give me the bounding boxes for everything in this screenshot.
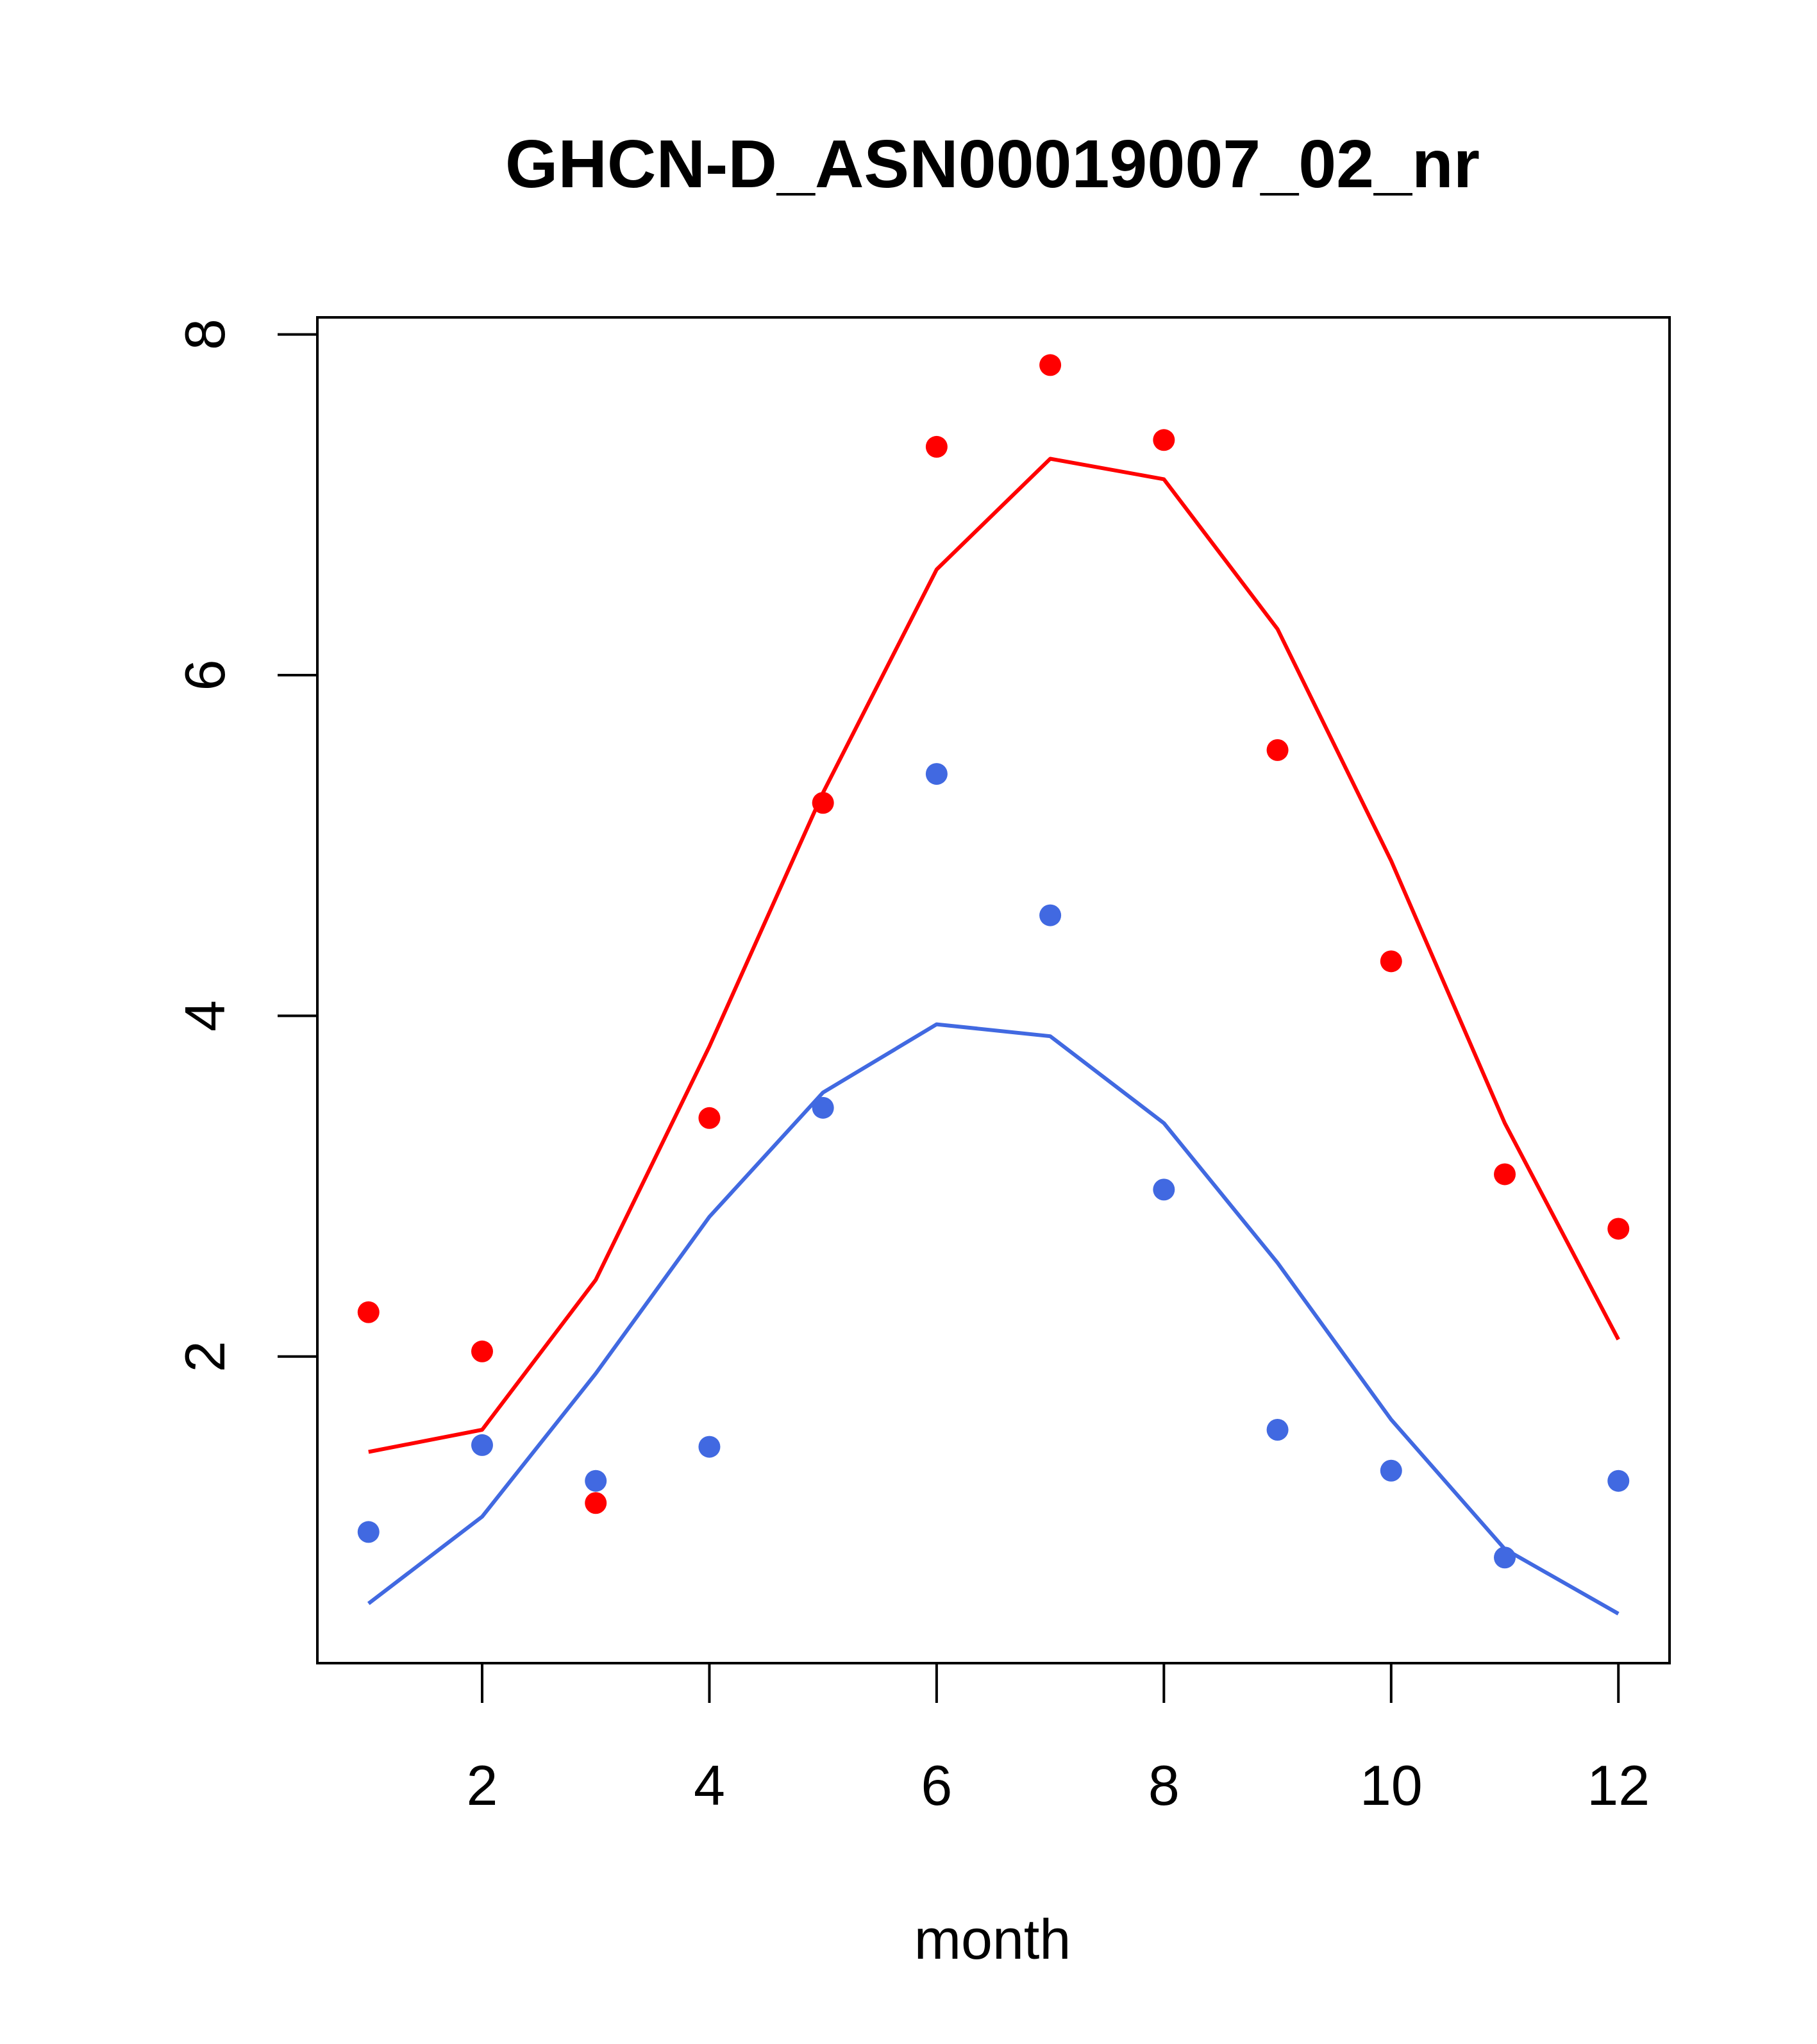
series-1-line	[368, 457, 1620, 1454]
series-2-point	[1266, 1418, 1289, 1441]
y-tick-label: 4	[173, 1000, 237, 1032]
series-2-point	[812, 1096, 834, 1119]
x-tick-label: 8	[1148, 1754, 1180, 1817]
series-1-point	[471, 1340, 493, 1362]
series-2-point	[925, 763, 948, 785]
series-2-line	[367, 1022, 1620, 1616]
x-tick-label: 4	[694, 1754, 725, 1817]
series-2-point	[698, 1436, 721, 1458]
series-2	[357, 763, 1630, 1616]
x-tick-label: 6	[921, 1754, 952, 1817]
x-axis-title: month	[914, 1907, 1071, 1971]
series-1-point	[1153, 429, 1175, 451]
series-1-point	[1039, 354, 1062, 376]
x-tick-label: 2	[467, 1754, 498, 1817]
series-1-point	[585, 1492, 607, 1514]
series-1-point	[925, 435, 948, 458]
series-1-point	[1607, 1218, 1630, 1240]
plot-frame	[316, 316, 1671, 1664]
series-2-point	[585, 1470, 607, 1492]
chart-title: GHCN-D_ASN00019007_02_nr	[505, 126, 1480, 202]
x-tick-label: 10	[1360, 1754, 1423, 1817]
series-2-point	[471, 1434, 493, 1456]
y-tick-label: 2	[173, 1341, 237, 1372]
series-2-point	[357, 1521, 380, 1543]
y-tick-label: 6	[173, 659, 237, 691]
series-layer	[357, 354, 1630, 1616]
series-1-point	[812, 792, 834, 814]
series-2-point	[1153, 1178, 1175, 1201]
series-1-point	[1380, 950, 1402, 973]
series-2-point	[1039, 904, 1062, 926]
x-axis: 2 4 6 8 10 12	[467, 1662, 1650, 1817]
series-1-point	[357, 1301, 380, 1323]
series-1-point	[1266, 739, 1289, 761]
series-2-point	[1607, 1470, 1630, 1492]
series-2-point	[1494, 1546, 1516, 1569]
series-1-point	[698, 1107, 721, 1129]
y-tick-label: 8	[173, 319, 237, 350]
series-2-point	[1380, 1459, 1402, 1482]
x-tick-label: 12	[1587, 1754, 1650, 1817]
y-axis: 2 4 6 8	[173, 319, 319, 1372]
series-1	[357, 354, 1630, 1514]
series-1-point	[1494, 1163, 1516, 1185]
